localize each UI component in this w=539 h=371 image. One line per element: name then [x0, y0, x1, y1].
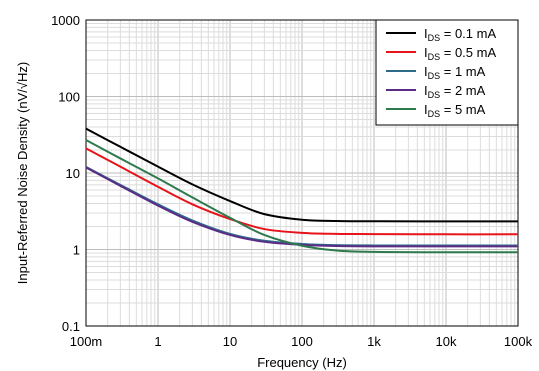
x-tick-label: 100m — [70, 334, 103, 349]
x-axis-title: Frequency (Hz) — [257, 355, 347, 370]
tick-labels: 100m 1 10 100 1k 10k 100k 0.1 1 10 100 1000 — [51, 13, 533, 349]
x-tick-label: 10k — [436, 334, 457, 349]
legend-label: IDS = 5 mA — [424, 102, 486, 119]
series-line-2 — [85, 147, 519, 236]
legend-label: IDS = 1 mA — [424, 64, 486, 81]
series-lines — [85, 127, 519, 254]
y-tick-label: 0.1 — [62, 319, 80, 334]
y-tick-label: 100 — [58, 90, 80, 105]
series-line-1 — [85, 127, 519, 223]
x-tick-label: 100 — [291, 334, 313, 349]
series-line-4 — [85, 166, 518, 248]
x-tick-label: 100k — [504, 334, 533, 349]
legend-box — [375, 19, 519, 126]
plot-frame — [85, 19, 519, 327]
legend-label: IDS = 0.5 mA — [424, 45, 496, 62]
legend: IDS = 0.1 mA IDS = 0.5 mA IDS = 1 mA IDS = … — [375, 19, 519, 126]
series-line-5 — [85, 139, 519, 254]
grid — [85, 20, 518, 327]
legend-label: IDS = 2 mA — [424, 83, 486, 100]
x-tick-label: 1k — [367, 334, 381, 349]
y-axis-title: Input-Referred Noise Density (nV/√Hz) — [15, 62, 30, 284]
y-tick-label: 1 — [73, 243, 80, 258]
legend-label: IDS = 0.1 mA — [424, 26, 496, 43]
y-tick-label: 1000 — [51, 13, 80, 28]
x-tick-label: 10 — [223, 334, 237, 349]
x-tick-label: 1 — [154, 334, 161, 349]
y-tick-label: 10 — [66, 166, 80, 181]
